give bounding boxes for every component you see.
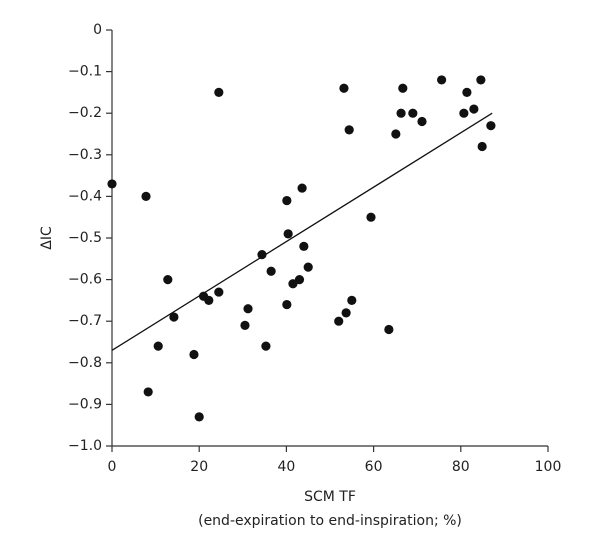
y-axis-label: ΔIC — [39, 226, 55, 250]
point — [214, 287, 224, 297]
point — [214, 87, 224, 97]
y-tick-label: −0.4 — [68, 188, 102, 204]
point — [477, 141, 487, 152]
y-tick-label: −1.0 — [68, 438, 102, 454]
point — [339, 83, 349, 93]
point — [297, 183, 307, 193]
point — [189, 349, 199, 360]
x-tick-label: 80 — [452, 459, 470, 475]
point — [341, 308, 351, 318]
x-axis-label: SCM TF — [304, 489, 356, 505]
point — [437, 75, 447, 85]
y-tick-label: −0.1 — [68, 64, 102, 80]
y-tick-label: −0.5 — [68, 230, 102, 246]
y-tick-label: −0.6 — [68, 272, 102, 288]
point — [476, 75, 486, 85]
point — [204, 295, 214, 305]
point — [266, 266, 276, 276]
point — [283, 229, 293, 239]
y-tick-label: −0.2 — [68, 105, 102, 121]
x-tick-label: 100 — [535, 459, 562, 475]
y-tick-label: −0.9 — [68, 396, 102, 412]
x-tick-label: 40 — [277, 459, 295, 475]
point — [240, 320, 250, 330]
point — [334, 316, 344, 326]
point — [303, 262, 313, 272]
point — [384, 324, 394, 335]
point — [294, 275, 305, 285]
point — [194, 412, 204, 422]
point — [459, 108, 469, 118]
point — [344, 125, 354, 135]
point — [347, 295, 357, 305]
point — [153, 341, 163, 351]
point — [398, 83, 408, 93]
x-tick-label: 0 — [108, 459, 117, 475]
point — [282, 195, 292, 206]
point — [408, 108, 418, 118]
point — [391, 129, 401, 139]
point — [288, 279, 298, 289]
x-axis-sublabel: (end-expiration to end-inspiration; %) — [198, 513, 462, 529]
y-tick-label: −0.8 — [68, 355, 102, 371]
point — [261, 341, 271, 351]
x-tick-label: 20 — [190, 459, 208, 475]
point — [396, 108, 406, 118]
point — [107, 179, 117, 189]
point — [257, 250, 267, 260]
y-tick-label: −0.3 — [68, 147, 102, 163]
point — [417, 116, 427, 127]
point — [366, 212, 376, 222]
x-tick-label: 60 — [365, 459, 383, 475]
point — [299, 241, 309, 251]
point — [486, 121, 496, 131]
point — [282, 299, 292, 310]
point — [243, 304, 253, 314]
point — [141, 191, 151, 201]
point — [163, 275, 173, 285]
point — [469, 104, 479, 114]
point — [462, 87, 472, 97]
point — [143, 387, 153, 397]
trend-line — [111, 112, 493, 351]
y-tick-label: 0 — [93, 22, 102, 38]
y-tick-label: −0.7 — [68, 313, 102, 329]
point — [169, 312, 179, 322]
